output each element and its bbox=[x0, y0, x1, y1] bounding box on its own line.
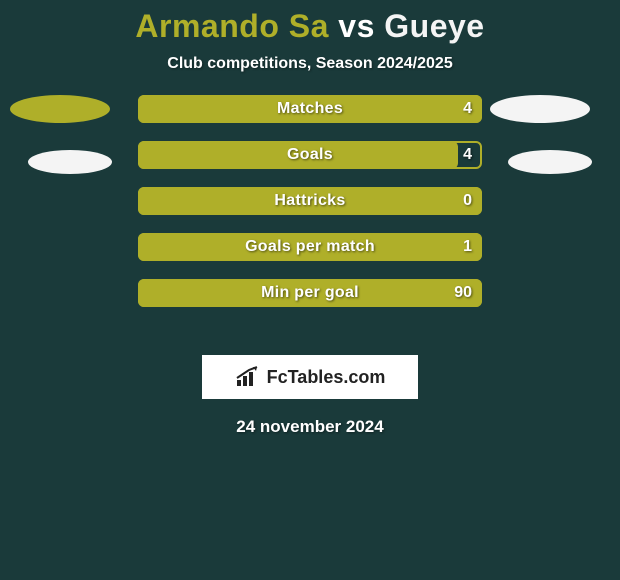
stat-row: Goals per match1 bbox=[138, 233, 482, 261]
ellipse-left-bot bbox=[28, 150, 112, 174]
stat-value: 90 bbox=[454, 279, 472, 307]
stat-value: 4 bbox=[463, 95, 472, 123]
ellipse-right-top bbox=[490, 95, 590, 123]
stat-row: Hattricks0 bbox=[138, 187, 482, 215]
brand-text: FcTables.com bbox=[267, 367, 386, 388]
compare-area: Matches4Goals4Hattricks0Goals per match1… bbox=[0, 95, 620, 345]
stat-label: Goals per match bbox=[138, 233, 482, 261]
stat-label: Hattricks bbox=[138, 187, 482, 215]
stat-value: 4 bbox=[463, 141, 472, 169]
stat-label: Matches bbox=[138, 95, 482, 123]
brand-badge: FcTables.com bbox=[202, 355, 418, 399]
comparison-card: Armando Sa vs Gueye Club competitions, S… bbox=[0, 0, 620, 580]
stat-label: Min per goal bbox=[138, 279, 482, 307]
stat-label: Goals bbox=[138, 141, 482, 169]
stat-row: Goals4 bbox=[138, 141, 482, 169]
title-vs: vs bbox=[338, 8, 375, 44]
stat-row: Matches4 bbox=[138, 95, 482, 123]
stat-value: 1 bbox=[463, 233, 472, 261]
stat-value: 0 bbox=[463, 187, 472, 215]
subtitle: Club competitions, Season 2024/2025 bbox=[167, 55, 452, 73]
stat-row: Min per goal90 bbox=[138, 279, 482, 307]
brand-chart-icon bbox=[235, 366, 261, 388]
title-player1: Armando Sa bbox=[135, 8, 328, 44]
ellipse-right-bot bbox=[508, 150, 592, 174]
ellipse-left-top bbox=[10, 95, 110, 123]
title-player2: Gueye bbox=[384, 8, 484, 44]
page-title: Armando Sa vs Gueye bbox=[135, 8, 484, 45]
stat-rows: Matches4Goals4Hattricks0Goals per match1… bbox=[138, 95, 482, 307]
date-text: 24 november 2024 bbox=[236, 417, 383, 437]
